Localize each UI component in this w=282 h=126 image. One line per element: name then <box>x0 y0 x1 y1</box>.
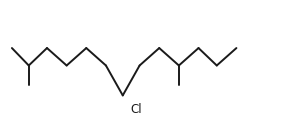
Text: Cl: Cl <box>131 103 142 116</box>
